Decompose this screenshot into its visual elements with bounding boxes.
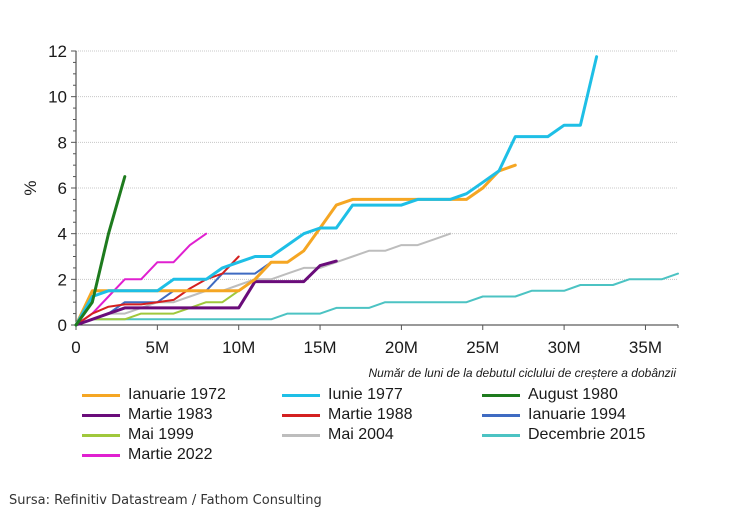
series-line-martie-1983 — [74, 259, 338, 327]
legend-swatch — [82, 393, 120, 397]
legend-item: Iunie 1977 — [282, 385, 482, 405]
legend-swatch — [282, 393, 320, 397]
legend-label: Mai 1999 — [128, 426, 194, 443]
legend: Ianuarie 1972 Iunie 1977 August 1980 Martie… — [82, 385, 702, 465]
x-tick-label: 0 — [71, 338, 80, 357]
x-tick-label: 5M — [146, 338, 170, 357]
legend-label: Martie 2022 — [128, 446, 213, 463]
legend-item: Martie 1988 — [282, 405, 482, 425]
legend-item: Decembrie 2015 — [482, 425, 682, 445]
y-axis-label: % — [21, 180, 40, 195]
series-line-mai-1999 — [75, 278, 256, 326]
tick-labels: 0 2 4 6 8 10 12 0 5M 10M 15M 20M 25M 30M 35M — [48, 42, 662, 357]
legend-item: Mai 2004 — [282, 425, 482, 445]
y-tick-label: 4 — [58, 225, 67, 244]
legend-swatch — [282, 413, 320, 417]
legend-label: Decembrie 2015 — [528, 426, 646, 443]
legend-label: Mai 2004 — [328, 426, 394, 443]
x-tick-label: 10M — [222, 338, 255, 357]
y-tick-label: 8 — [58, 133, 67, 152]
series-line-decembrie-2015 — [75, 272, 679, 326]
series-lines — [74, 55, 679, 327]
gridlines — [76, 50, 678, 280]
legend-item: Mai 1999 — [82, 425, 282, 445]
x-tick-label: 35M — [629, 338, 662, 357]
legend-item: August 1980 — [482, 385, 682, 405]
legend-label: Martie 1988 — [328, 406, 413, 423]
legend-swatch — [482, 393, 520, 397]
series-line-iunie-1977 — [74, 55, 599, 327]
legend-swatch — [82, 453, 120, 457]
legend-item: Ianuarie 1994 — [482, 405, 682, 425]
y-tick-label: 0 — [58, 316, 67, 335]
source-note: Sursa: Refinitiv Datastream / Fathom Con… — [9, 493, 322, 508]
series-line-martie-1988 — [75, 255, 240, 326]
legend-label: August 1980 — [528, 386, 618, 403]
legend-item: Martie 2022 — [82, 445, 282, 465]
legend-label: Iunie 1977 — [328, 386, 403, 403]
x-tick-label: 20M — [385, 338, 418, 357]
legend-label: Ianuarie 1994 — [528, 406, 626, 423]
legend-swatch — [82, 413, 120, 417]
y-tick-label: 2 — [58, 270, 67, 289]
y-tick-label: 10 — [48, 88, 67, 107]
x-tick-label: 25M — [466, 338, 499, 357]
legend-swatch — [282, 433, 320, 437]
series-line-ianuarie-1972 — [74, 163, 517, 327]
y-tick-label: 12 — [48, 42, 67, 61]
x-axis-label: Număr de luni de la debutul ciclului de … — [368, 366, 676, 380]
x-tick-label: 30M — [548, 338, 581, 357]
legend-label: Ianuarie 1972 — [128, 386, 226, 403]
y-tick-label: 6 — [58, 179, 67, 198]
legend-item: Ianuarie 1972 — [82, 385, 282, 405]
legend-label: Martie 1983 — [128, 406, 213, 423]
legend-item: Martie 1983 — [82, 405, 282, 425]
series-line-martie-2022 — [75, 232, 208, 326]
series-line-august-1980 — [74, 175, 127, 327]
axes — [71, 50, 679, 330]
legend-swatch — [482, 433, 520, 437]
line-chart: 0 2 4 6 8 10 12 0 5M 10M 15M 20M 25M 30M 35M % Număr d… — [21, 42, 679, 380]
legend-swatch — [82, 433, 120, 437]
x-tick-label: 15M — [304, 338, 337, 357]
legend-swatch — [482, 413, 520, 417]
